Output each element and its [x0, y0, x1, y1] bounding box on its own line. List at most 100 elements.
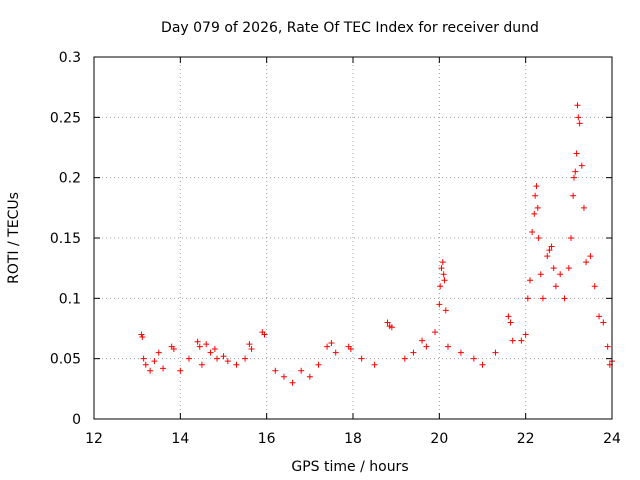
data-point	[248, 346, 255, 353]
data-point	[438, 265, 445, 272]
data-point	[575, 114, 582, 121]
data-point	[151, 358, 158, 365]
data-points	[138, 102, 615, 386]
data-point	[518, 337, 525, 344]
data-point	[384, 319, 391, 326]
data-point	[507, 319, 514, 326]
data-point	[587, 253, 594, 260]
data-point	[522, 331, 529, 338]
data-point	[207, 349, 214, 356]
data-point	[565, 265, 572, 272]
plot-frame	[93, 56, 613, 420]
chart-title: Day 079 of 2026, Rate Of TEC Index for r…	[161, 20, 539, 36]
data-point	[591, 283, 598, 290]
data-point	[557, 271, 564, 278]
data-point	[332, 349, 339, 356]
data-point	[596, 313, 603, 320]
data-point	[548, 243, 555, 250]
data-point	[347, 346, 354, 353]
data-point	[440, 271, 447, 278]
data-point	[537, 271, 544, 278]
x-tick-label: 14	[171, 431, 189, 447]
y-tick-label: 0.1	[59, 291, 81, 307]
data-point	[604, 343, 611, 350]
data-point	[233, 361, 240, 368]
data-point	[470, 355, 477, 362]
data-point	[444, 343, 451, 350]
data-point	[442, 307, 449, 314]
x-tick-label: 24	[603, 431, 621, 447]
data-point	[580, 204, 587, 211]
data-point	[531, 210, 538, 217]
y-tick-label: 0.25	[50, 110, 81, 126]
data-point	[419, 337, 426, 344]
y-axis-label: ROTI / TECUs	[6, 192, 22, 284]
data-point	[574, 102, 581, 109]
data-point	[315, 361, 322, 368]
data-point	[410, 349, 417, 356]
data-point	[524, 295, 531, 302]
y-tick-label: 0.05	[50, 352, 81, 368]
data-point	[147, 367, 154, 374]
data-point	[600, 319, 607, 326]
data-point	[529, 228, 536, 235]
data-point	[261, 331, 268, 338]
data-point	[509, 337, 516, 344]
data-point	[298, 367, 305, 374]
data-point	[214, 355, 221, 362]
data-point	[492, 349, 499, 356]
data-point	[203, 341, 210, 348]
data-point	[437, 283, 444, 290]
data-point	[571, 174, 578, 181]
x-tick-label: 16	[258, 431, 276, 447]
data-point	[539, 295, 546, 302]
data-point	[535, 235, 542, 241]
data-point	[211, 346, 218, 353]
data-point	[439, 259, 446, 266]
data-point	[198, 361, 205, 368]
x-axis-label: GPS time / hours	[291, 459, 408, 475]
data-point	[544, 253, 551, 260]
data-point	[328, 339, 335, 346]
data-point	[139, 333, 146, 340]
x-tick-label: 20	[430, 431, 448, 447]
data-point	[546, 247, 553, 254]
data-point	[441, 277, 448, 284]
x-tick-label: 22	[517, 431, 535, 447]
data-point	[436, 301, 443, 308]
data-point	[185, 355, 192, 362]
data-point	[561, 295, 568, 302]
data-point	[505, 313, 512, 320]
data-point	[457, 349, 464, 356]
data-point	[358, 355, 365, 362]
data-point	[170, 346, 177, 353]
data-point	[533, 183, 540, 190]
data-point	[573, 150, 580, 157]
y-tick-label: 0.3	[59, 50, 81, 66]
data-point	[401, 355, 408, 362]
x-tick-label: 12	[85, 431, 103, 447]
y-tick-label: 0	[72, 412, 81, 428]
x-tick-label: 18	[344, 431, 362, 447]
y-tick-label: 0.2	[59, 171, 81, 187]
data-point	[224, 358, 231, 365]
data-point	[583, 259, 590, 266]
data-point	[246, 341, 253, 348]
data-point	[140, 355, 147, 362]
data-point	[371, 361, 378, 368]
data-point	[423, 343, 430, 350]
data-point	[576, 120, 583, 127]
data-point	[280, 373, 287, 380]
data-point	[194, 338, 201, 345]
data-point	[578, 162, 585, 169]
data-point	[272, 367, 279, 374]
data-point	[532, 192, 539, 199]
data-point	[142, 361, 149, 368]
data-point	[552, 283, 559, 290]
axis-ticks: 12 14 16 18 20 22 24 0 0.05 0.1 0.15 0.2 0.25 0.3	[50, 50, 621, 447]
grid-lines	[94, 57, 612, 419]
data-point	[572, 168, 579, 175]
data-point	[479, 361, 486, 368]
data-point	[432, 329, 439, 336]
